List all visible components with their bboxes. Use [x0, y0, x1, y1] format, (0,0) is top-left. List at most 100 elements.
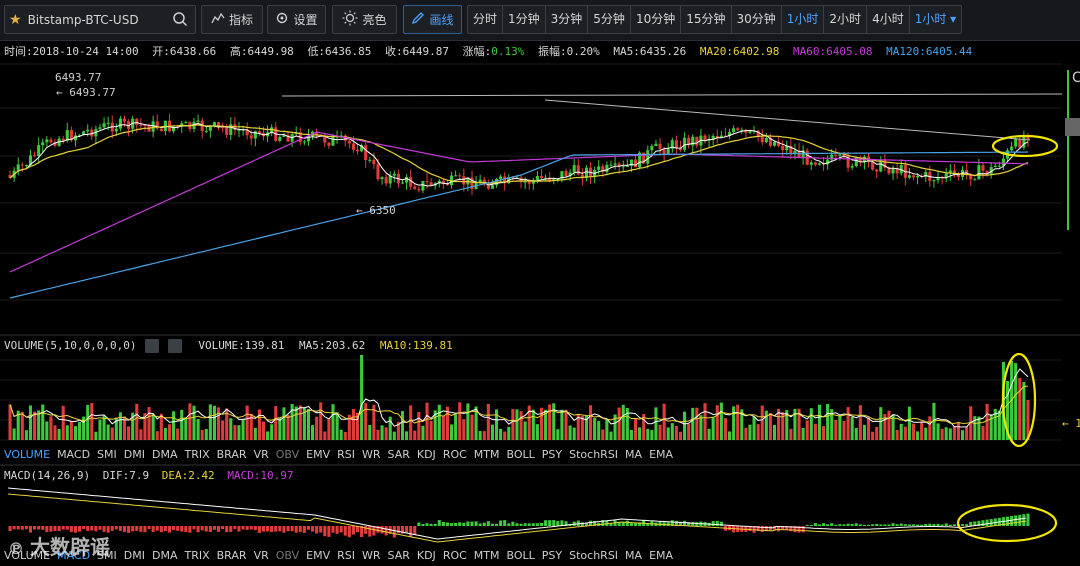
indicator-tab-obv[interactable]: OBV [275, 549, 300, 562]
volume-close-icon[interactable] [167, 339, 182, 353]
macd-bar-233 [961, 524, 965, 526]
indicator-tab-dmi[interactable]: DMI [123, 448, 145, 461]
volume-bar-9 [45, 421, 49, 440]
period-4[interactable]: 10分钟 [631, 6, 682, 33]
indicator-tab-mtm[interactable]: MTM [473, 549, 500, 562]
indicator-tab-kdj[interactable]: KDJ [416, 448, 436, 461]
indicator-tab-stochrsi[interactable]: StochRSI [569, 448, 619, 461]
period-7[interactable]: 1小时 [782, 6, 825, 33]
volume-bar-170 [703, 403, 707, 440]
indicator-tab-volume[interactable]: VOLUME [4, 549, 51, 562]
period-dropdown[interactable]: 1小时 ▾ [914, 12, 957, 26]
macd-bar-31 [135, 526, 139, 531]
volume-bar-61 [257, 409, 261, 440]
volume-bar-195 [805, 420, 809, 440]
candle-body-216 [891, 168, 895, 174]
indicator-tab-vr[interactable]: VR [253, 448, 269, 461]
indicator-tab-brar[interactable]: BRAR [216, 448, 247, 461]
indicator-tab-ema[interactable]: EMA [649, 448, 674, 461]
indicator-tab-wr[interactable]: WR [361, 448, 381, 461]
candle-body-103 [429, 182, 433, 186]
macd-bar-249 [1026, 513, 1030, 526]
candle-body-88 [368, 159, 372, 161]
volume-bar-85 [355, 412, 360, 440]
period-6[interactable]: 30分钟 [732, 6, 782, 33]
macd-bar-141 [584, 522, 588, 526]
indicators-button[interactable]: 指标 [201, 5, 263, 34]
candle-body-66 [278, 136, 282, 141]
indicator-tab-stochrsi[interactable]: StochRSI [569, 549, 619, 562]
settings-button[interactable]: 设置 [267, 5, 326, 34]
indicator-tab-mtm[interactable]: MTM [473, 448, 500, 461]
indicator-tab-psy[interactable]: PSY [541, 448, 563, 461]
symbol-selector[interactable]: ★ Bitstamp-BTC-USD [4, 5, 196, 34]
indicator-tab-macd[interactable]: MACD [57, 448, 91, 461]
volume-bar-167 [691, 407, 695, 440]
theme-button[interactable]: 亮色 [332, 5, 397, 34]
volume-bar-117 [486, 403, 490, 440]
volume-bar-104 [433, 410, 437, 440]
macd-bar-39 [167, 526, 172, 533]
search-icon[interactable] [172, 11, 188, 30]
macd-bar-248 [1022, 514, 1026, 526]
volume-bar-16 [73, 426, 77, 440]
period-9[interactable]: 4小时 [867, 6, 910, 33]
volume-settings-icon[interactable] [145, 339, 160, 353]
volume-bar-112 [466, 403, 470, 440]
indicator-tab-macd[interactable]: MACD [57, 549, 91, 562]
indicator-tab-obv[interactable]: OBV [275, 448, 300, 461]
period-5[interactable]: 15分钟 [681, 6, 732, 33]
indicator-tab-dmi[interactable]: DMI [123, 549, 145, 562]
indicator-tab-ma[interactable]: MA [625, 549, 643, 562]
indicator-tab-trix[interactable]: TRIX [184, 549, 210, 562]
star-icon[interactable]: ★ [9, 11, 22, 28]
macd-bar-79 [331, 526, 335, 533]
indicator-tab-ema[interactable]: EMA [649, 549, 674, 562]
volume-bar-27 [118, 412, 122, 440]
volume-bar-171 [707, 428, 711, 440]
macd-bar-19 [86, 526, 90, 531]
macd-bar-109 [454, 523, 458, 526]
indicator-tab-roc[interactable]: ROC [442, 448, 467, 461]
indicator-tab-boll[interactable]: BOLL [506, 549, 535, 562]
indicator-tab-boll[interactable]: BOLL [506, 448, 535, 461]
indicator-tab-dma[interactable]: DMA [151, 549, 178, 562]
period-3[interactable]: 5分钟 [588, 6, 631, 33]
indicator-tab-sar[interactable]: SAR [387, 549, 410, 562]
indicator-tab-rsi[interactable]: RSI [337, 549, 355, 562]
period-1[interactable]: 1分钟 [503, 6, 546, 33]
indicator-tab-trix[interactable]: TRIX [184, 448, 210, 461]
indicator-tab-emv[interactable]: EMV [306, 448, 331, 461]
volume-bar-139 [576, 414, 580, 440]
indicator-tab-kdj[interactable]: KDJ [416, 549, 436, 562]
indicator-tab-wr[interactable]: WR [361, 549, 381, 562]
volume-bar-159 [658, 424, 662, 440]
period-8[interactable]: 2小时 [824, 6, 868, 33]
period-2[interactable]: 3分钟 [546, 6, 589, 33]
indicator-tab-emv[interactable]: EMV [306, 549, 331, 562]
volume-bar-165 [683, 411, 687, 440]
indicator-tab-roc[interactable]: ROC [442, 549, 467, 562]
period-0[interactable]: 分时 [468, 6, 504, 33]
indicator-tab-smi[interactable]: SMI [97, 549, 117, 562]
indicator-tab-rsi[interactable]: RSI [337, 448, 355, 461]
indicator-tab-psy[interactable]: PSY [541, 549, 563, 562]
indicator-tab-smi[interactable]: SMI [97, 448, 117, 461]
volume-bar-86 [360, 355, 364, 440]
candle-body-3 [20, 164, 24, 166]
indicator-tab-sar[interactable]: SAR [387, 448, 410, 461]
candle-body-158 [654, 143, 658, 147]
candle-body-215 [887, 167, 891, 174]
info-ma60: MA60:6405.08 [793, 45, 873, 58]
draw-button[interactable]: 画线 [403, 5, 462, 34]
macd-dif-line [7, 487, 1026, 540]
indicator-tab-brar[interactable]: BRAR [216, 549, 247, 562]
indicator-tab-volume[interactable]: VOLUME [4, 448, 51, 461]
macd-bar-110 [458, 522, 462, 526]
indicator-tab-dma[interactable]: DMA [151, 448, 178, 461]
macd-bar-52 [221, 526, 225, 530]
indicator-tab-vr[interactable]: VR [253, 549, 269, 562]
indicator-tab-ma[interactable]: MA [625, 448, 643, 461]
candle-body-0 [8, 175, 12, 178]
